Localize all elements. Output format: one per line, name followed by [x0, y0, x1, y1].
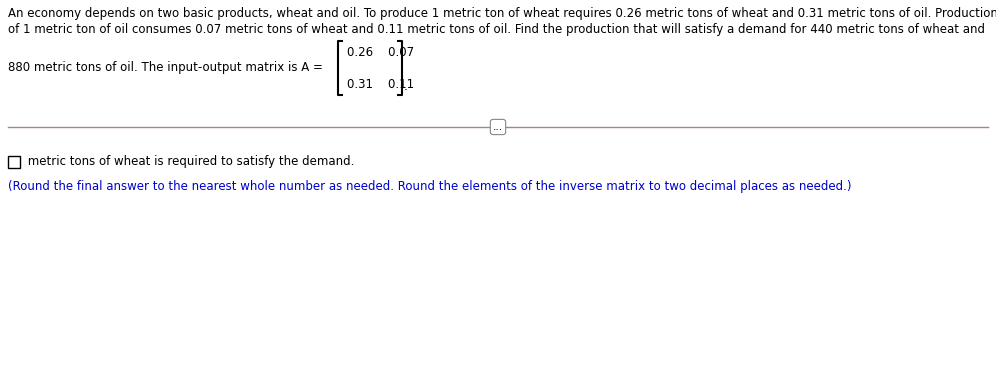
Text: of 1 metric ton of oil consumes 0.07 metric tons of wheat and 0.11 metric tons o: of 1 metric ton of oil consumes 0.07 met… — [8, 23, 985, 36]
Text: 0.26    0.07: 0.26 0.07 — [347, 45, 414, 58]
Text: ...: ... — [493, 122, 503, 132]
Text: metric tons of wheat is required to satisfy the demand.: metric tons of wheat is required to sati… — [24, 156, 355, 168]
Text: (Round the final answer to the nearest whole number as needed. Round the element: (Round the final answer to the nearest w… — [8, 180, 852, 193]
Text: .: . — [404, 80, 407, 93]
Text: 0.31    0.11: 0.31 0.11 — [347, 78, 414, 90]
Bar — [8, 156, 20, 168]
Text: An economy depends on two basic products, wheat and oil. To produce 1 metric ton: An economy depends on two basic products… — [8, 7, 996, 20]
Text: 880 metric tons of oil. The input-output matrix is A =: 880 metric tons of oil. The input-output… — [8, 62, 323, 75]
